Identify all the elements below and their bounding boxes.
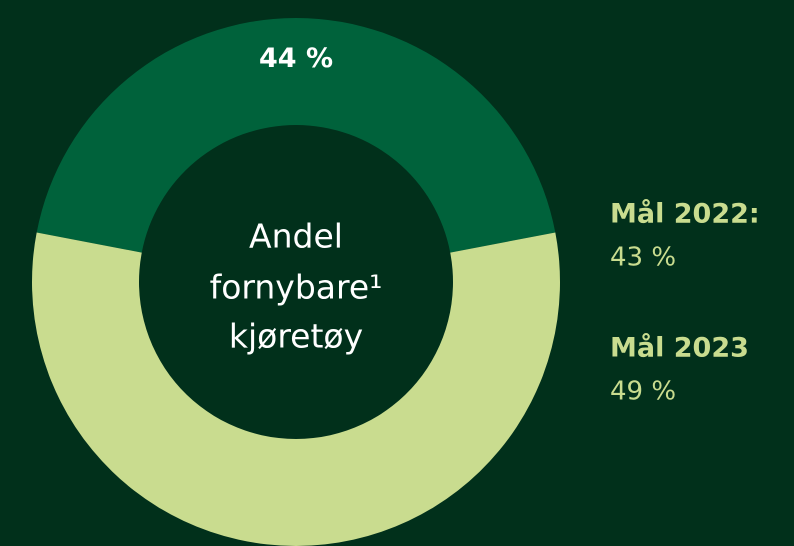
annotation-text: 43 % (610, 243, 676, 273)
center-label: Andel (249, 217, 343, 256)
value-label: 44 % (259, 43, 333, 74)
donut-segment (36, 17, 556, 253)
center-label: kjøretøy (229, 317, 363, 356)
annotation-title: Mål 2023 (610, 332, 749, 364)
annotation-title: Mål 2022: (610, 198, 760, 230)
donut (32, 17, 561, 546)
annotation-text: 49 % (610, 377, 676, 407)
center-label: fornybare¹ (210, 268, 383, 307)
donut-segment (32, 232, 561, 546)
